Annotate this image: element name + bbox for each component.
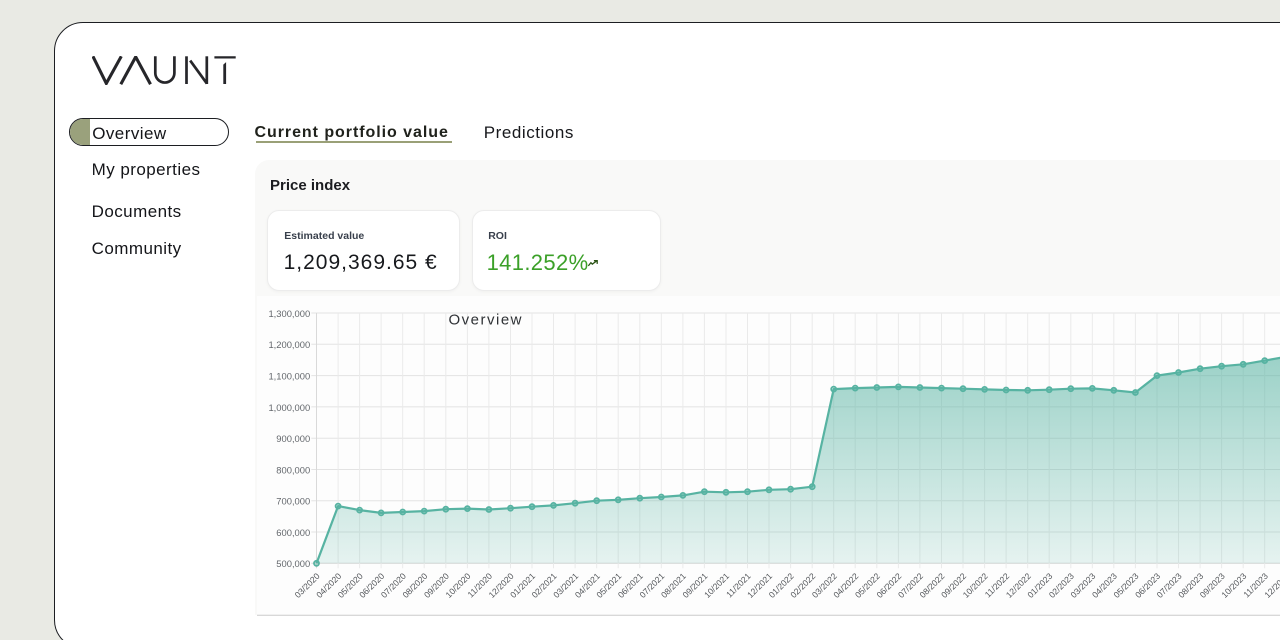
- svg-text:1,100,000: 1,100,000: [268, 371, 310, 382]
- svg-text:600,000: 600,000: [276, 527, 310, 538]
- svg-text:Overview: Overview: [449, 311, 524, 328]
- svg-text:1,300,000: 1,300,000: [268, 308, 310, 319]
- svg-text:500,000: 500,000: [276, 558, 310, 569]
- svg-text:1,000,000: 1,000,000: [268, 402, 310, 413]
- svg-text:700,000: 700,000: [276, 496, 310, 507]
- svg-text:900,000: 900,000: [276, 433, 310, 444]
- svg-text:1,200,000: 1,200,000: [268, 339, 310, 350]
- svg-text:800,000: 800,000: [276, 464, 310, 475]
